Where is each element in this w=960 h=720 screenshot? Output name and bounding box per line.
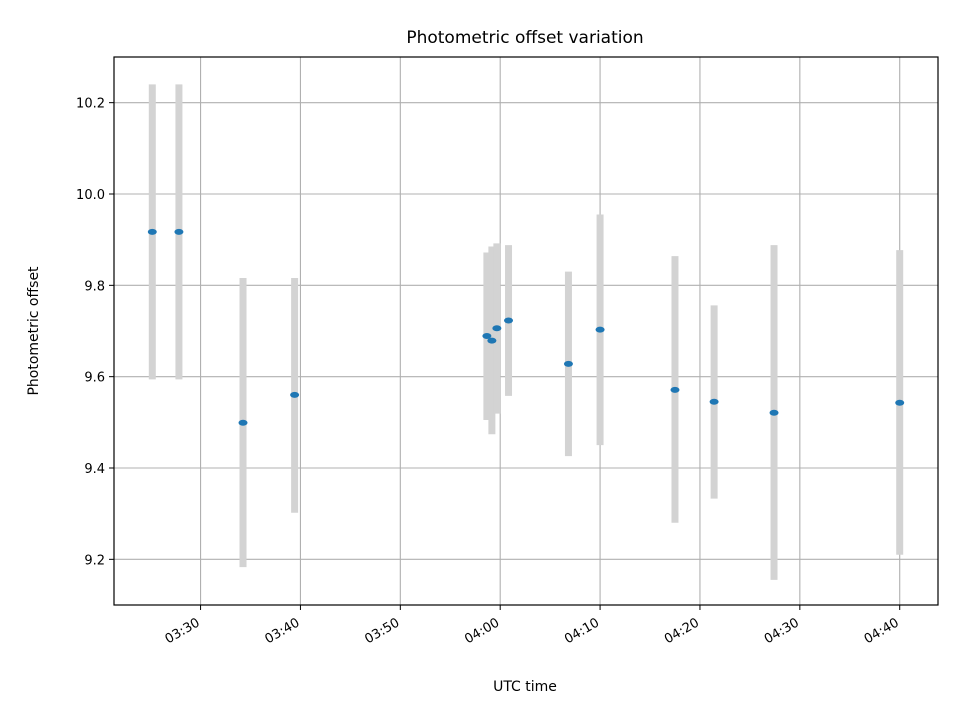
data-point [174,228,184,235]
data-point [492,325,502,332]
data-point [487,337,497,344]
plot-area [114,57,938,605]
plot-frame [113,56,939,606]
y-tick-label: 10.2 [76,97,105,112]
grid [114,57,938,605]
data-point [147,228,157,235]
data-point [769,409,779,416]
data-point [670,386,680,393]
data-point [563,360,573,367]
x-axis-title: UTC time [493,679,557,695]
data-point [290,391,300,398]
data-point [895,399,905,406]
data-point [504,317,514,324]
y-axis: 9.2 9.4 9.6 9.8 10.0 10.2 [76,97,114,568]
y-tick-label: 9.6 [84,371,105,386]
chart-title: Photometric offset variation [406,28,643,48]
data-point [482,333,492,340]
y-tick-label: 10.0 [76,188,105,203]
data-point [595,326,605,333]
y-tick-label: 9.2 [84,553,105,568]
data-points [147,228,905,426]
y-tick-label: 9.8 [84,279,105,294]
data-point [709,398,719,405]
y-tick-label: 9.4 [84,462,105,477]
y-axis-title: Photometric offset [26,266,42,396]
data-point [238,419,248,426]
